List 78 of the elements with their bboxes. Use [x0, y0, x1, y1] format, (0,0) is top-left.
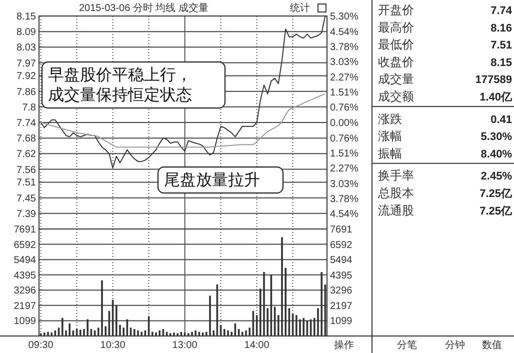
y2-tick-label: 0.76%: [330, 102, 358, 114]
y-tick-label: 7.92: [16, 71, 36, 82]
y-tick-label: 7.8: [22, 102, 36, 114]
text: 数值: [482, 340, 502, 351]
x-tick-label: 14:00: [244, 340, 270, 351]
y-tick-label: 2197: [14, 300, 36, 312]
y-tick-label: 7.39: [16, 208, 36, 220]
y2-tick-label: 3.78%: [330, 194, 358, 205]
y2-tick-label: 2.27%: [330, 164, 358, 175]
annotation: 早盘股价平稳上行，成交量保持恒定状态: [48, 66, 192, 104]
text: 8.40%: [480, 148, 512, 160]
y2-tick-label: 1.51%: [330, 148, 358, 160]
y-tick-label: 1099: [14, 316, 36, 328]
category-label: 换手率: [378, 168, 414, 183]
y2-tick-label: 1.51%: [330, 88, 358, 99]
y2-tick-label: 3.03%: [330, 178, 358, 190]
text: 统计: [290, 2, 310, 14]
y2-tick-label: 3.78%: [330, 42, 358, 54]
text: 分笔: [397, 339, 417, 351]
category-label: 涨幅: [378, 129, 402, 144]
y2-tick-label: 1099: [330, 316, 353, 328]
y2-tick-label: 3296: [330, 286, 353, 297]
y2-tick-label: 7691: [330, 224, 353, 236]
category-label: 涨跌: [378, 112, 402, 126]
y-tick-label: 3296: [14, 286, 36, 297]
y2-tick-label: 2.27%: [330, 72, 358, 84]
y-tick-label: 7.51: [16, 178, 36, 189]
text: 分钟: [445, 339, 465, 351]
category-label: 最低价: [378, 38, 414, 52]
text: 177589: [475, 74, 512, 86]
category-label: 成交量: [378, 72, 414, 86]
text: 5.30%: [480, 131, 512, 144]
annotation: 尾盘放量拉升: [164, 171, 260, 189]
y-tick-label: 5494: [14, 255, 36, 266]
category-label: 开盘价: [378, 3, 414, 17]
y-tick-label: 7.86: [16, 86, 36, 98]
text: 7.25亿: [480, 205, 512, 218]
y-tick-label: 7.74: [16, 118, 36, 129]
category-label: 收盘价: [378, 54, 414, 69]
y2-tick-label: 3.03%: [330, 57, 358, 68]
text: 8.15: [490, 56, 512, 69]
category-label: 流通股: [378, 203, 414, 218]
y2-tick-label: 4.54%: [330, 26, 358, 38]
text: 1.40亿: [480, 92, 512, 104]
y-tick-label: 8.03: [16, 42, 36, 54]
y2-tick-label: 5494: [330, 255, 353, 266]
y2-tick-label: 0.76%: [330, 133, 358, 144]
y2-tick-label: 0.00%: [330, 118, 358, 129]
category-label: 最高价: [378, 20, 414, 34]
category-label: 振幅: [378, 146, 402, 160]
y-tick-label: 4395: [14, 270, 36, 282]
category-label: 成交额: [378, 90, 414, 104]
y2-tick-label: 4395: [330, 270, 353, 282]
x-tick-label: 13:00: [172, 340, 198, 351]
y-tick-label: 7.97: [16, 58, 36, 70]
y-tick-label: 6592: [14, 240, 36, 251]
y-tick-label: 8.09: [16, 27, 36, 38]
y2-tick-label: 2197: [330, 300, 353, 312]
y-tick-label: 8.15: [16, 12, 36, 22]
y-tick-label: 7.62: [16, 149, 36, 160]
text: 8.16: [490, 22, 512, 34]
y2-tick-label: 4.54%: [330, 209, 358, 220]
text: 7.74: [490, 5, 512, 17]
y2-tick-label: 5.30%: [330, 12, 358, 22]
chart-title: 2015-03-06 分时 均线 成交量: [79, 2, 208, 14]
x-tick-label: 09:30: [28, 340, 54, 351]
text: 7.25亿: [480, 188, 512, 200]
category-label: 总股本: [377, 186, 414, 200]
text: 7.51: [490, 40, 512, 52]
text: 2.45%: [480, 170, 512, 183]
text: 操作: [334, 339, 354, 351]
text: 0.41: [490, 114, 512, 126]
y-tick-label: 7.68: [16, 134, 36, 145]
y-tick-label: 7.56: [16, 164, 36, 176]
y-tick-label: 7691: [14, 224, 36, 236]
y2-tick-label: 6592: [330, 240, 353, 251]
y-tick-label: 7.45: [16, 193, 36, 204]
x-tick-label: 10:30: [100, 340, 126, 351]
